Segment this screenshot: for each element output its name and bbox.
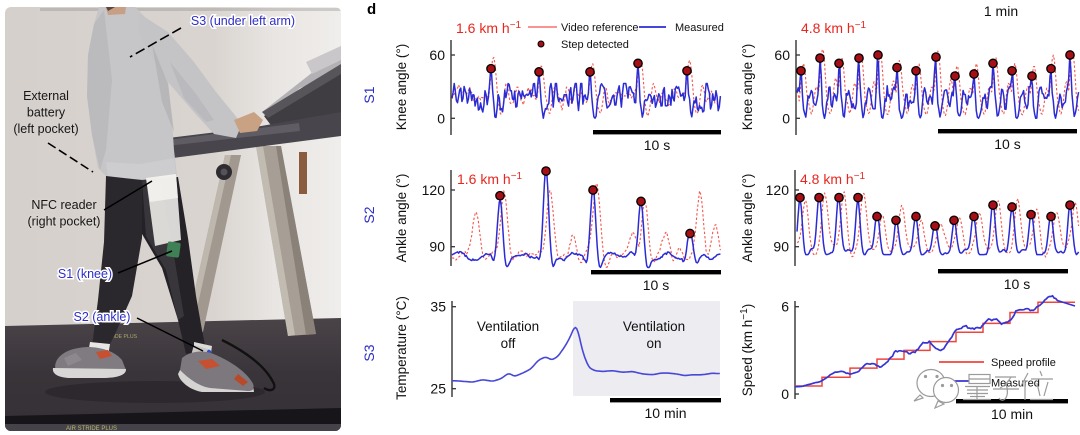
svg-text:off: off bbox=[501, 336, 516, 351]
svg-text:(right pocket): (right pocket) bbox=[28, 215, 101, 229]
svg-text:Measured: Measured bbox=[675, 22, 724, 34]
svg-text:Speed profile: Speed profile bbox=[991, 357, 1056, 369]
svg-text:25: 25 bbox=[430, 381, 446, 397]
svg-text:S3 (under left arm): S3 (under left arm) bbox=[191, 14, 295, 28]
svg-text:10 min: 10 min bbox=[991, 406, 1033, 422]
svg-text:Knee angle (°): Knee angle (°) bbox=[394, 44, 409, 130]
svg-text:Speed (km h−1): Speed (km h−1) bbox=[739, 304, 755, 396]
svg-text:External: External bbox=[23, 89, 69, 103]
svg-text:AIR STRIDE PLUS: AIR STRIDE PLUS bbox=[66, 426, 117, 432]
svg-text:Knee angle (°): Knee angle (°) bbox=[740, 44, 755, 130]
svg-text:d: d bbox=[367, 1, 376, 18]
svg-text:10 s: 10 s bbox=[1004, 276, 1030, 292]
svg-text:(left pocket): (left pocket) bbox=[13, 122, 78, 136]
svg-text:0: 0 bbox=[437, 110, 445, 126]
svg-text:1.6 km h−1: 1.6 km h−1 bbox=[457, 171, 523, 187]
svg-text:60: 60 bbox=[429, 47, 445, 63]
svg-text:120: 120 bbox=[422, 182, 446, 198]
svg-text:90: 90 bbox=[773, 239, 789, 255]
svg-text:S1: S1 bbox=[361, 86, 377, 103]
svg-text:4.8 km h−1: 4.8 km h−1 bbox=[800, 171, 866, 187]
svg-text:4.8 km h−1: 4.8 km h−1 bbox=[801, 20, 867, 36]
svg-text:AIR STRIDE PLUS: AIR STRIDE PLUS bbox=[93, 334, 138, 340]
svg-text:Ventilation: Ventilation bbox=[477, 319, 539, 334]
svg-text:Step detected: Step detected bbox=[561, 39, 629, 51]
svg-text:S3: S3 bbox=[361, 344, 377, 361]
svg-text:on: on bbox=[646, 336, 661, 351]
svg-text:0: 0 bbox=[782, 110, 790, 126]
svg-text:1 min: 1 min bbox=[984, 3, 1018, 19]
svg-text:S2: S2 bbox=[361, 206, 377, 223]
svg-text:10 min: 10 min bbox=[644, 405, 686, 421]
svg-text:S1 (knee): S1 (knee) bbox=[58, 267, 112, 281]
svg-text:10 s: 10 s bbox=[994, 136, 1020, 152]
svg-text:Temperature (°C): Temperature (°C) bbox=[394, 296, 409, 400]
svg-text:35: 35 bbox=[430, 299, 446, 315]
svg-text:60: 60 bbox=[774, 47, 790, 63]
svg-text:Ankle angle (°): Ankle angle (°) bbox=[394, 174, 409, 263]
svg-text:S2 (ankle): S2 (ankle) bbox=[74, 310, 131, 324]
svg-text:Ventilation: Ventilation bbox=[623, 319, 685, 334]
svg-text:90: 90 bbox=[429, 239, 445, 255]
svg-text:Video reference: Video reference bbox=[561, 22, 638, 34]
svg-text:NFC reader: NFC reader bbox=[31, 198, 96, 212]
svg-text:Ankle angle (°): Ankle angle (°) bbox=[740, 174, 755, 263]
svg-text:1.6 km h−1: 1.6 km h−1 bbox=[456, 20, 522, 36]
svg-text:6: 6 bbox=[781, 299, 789, 315]
svg-text:120: 120 bbox=[766, 182, 790, 198]
svg-text:10 s: 10 s bbox=[643, 277, 669, 293]
svg-text:10 s: 10 s bbox=[644, 137, 670, 153]
svg-text:0: 0 bbox=[781, 386, 789, 402]
svg-text:battery: battery bbox=[27, 106, 66, 120]
